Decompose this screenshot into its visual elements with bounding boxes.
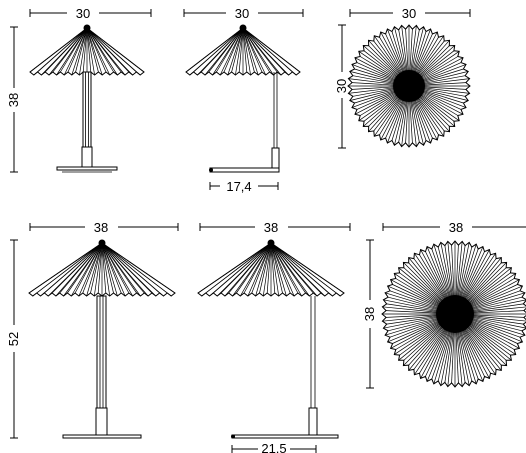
small-side-width-label: 30 [235,6,249,21]
small-height-label: 38 [6,93,21,107]
large-front-lamp [28,239,176,439]
small-top-height-label: 30 [334,79,349,93]
large-front-shade [28,239,176,297]
small-side-lamp [185,24,301,173]
small-front-shade [29,24,145,76]
small-top-view [347,24,471,148]
small-top-width-dimension: 30 [349,6,471,21]
large-base-offset-label: 21,5 [261,441,286,453]
small-base-offset-label: 17,4 [226,179,251,194]
small-front-lamp [29,24,145,173]
small-height-dimension: 38 [6,26,21,173]
large-front-width-label: 38 [94,220,108,235]
small-top-width-label: 30 [402,6,416,21]
large-side-width-dimension: 38 [199,220,351,235]
large-side-width-label: 38 [264,220,278,235]
small-top-height-dimension: 30 [334,24,349,149]
large-top-width-label: 38 [449,220,463,235]
small-front-width-label: 30 [76,6,90,21]
large-front-width-dimension: 38 [29,220,179,235]
small-side-width-dimension: 30 [183,6,304,21]
small-base-offset-dimension: 17,4 [209,179,279,194]
small-side-shade [185,24,301,76]
large-side-lamp [197,239,345,439]
large-top-view [381,240,526,388]
large-base-offset-dimension: 21,5 [231,441,317,453]
large-top-height-label: 38 [362,307,377,321]
large-top-height-dimension: 38 [362,239,377,389]
large-height-label: 52 [6,332,21,346]
large-side-shade [197,239,345,297]
large-height-dimension: 52 [6,239,21,439]
large-top-width-dimension: 38 [382,220,526,235]
small-front-width-dimension: 30 [29,6,152,21]
